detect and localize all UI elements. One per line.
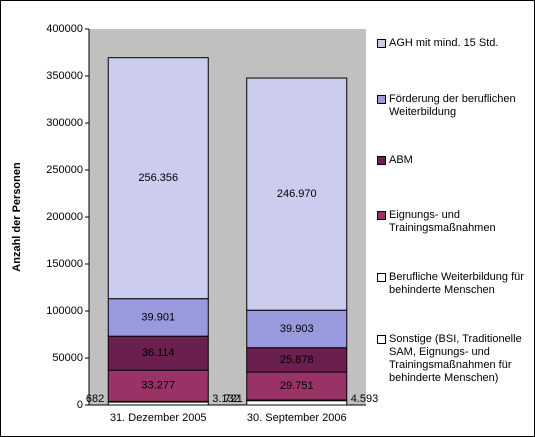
value-label: 36.114 — [142, 347, 175, 359]
value-label: 4.593 — [351, 393, 379, 405]
legend-swatch — [377, 95, 386, 104]
bar-segment — [107, 335, 209, 371]
y-tick-label: 300000 — [46, 117, 83, 129]
y-tick-label: 150000 — [46, 258, 83, 270]
value-label: 33.277 — [141, 380, 175, 392]
legend-swatch — [377, 211, 386, 220]
legend-label: Förderung der beruflichen Weiterbildung — [389, 93, 516, 118]
bar-segment — [107, 369, 209, 402]
y-tick-label: 100000 — [46, 305, 83, 317]
bar-segment — [246, 77, 348, 311]
legend-entry: Eignungs- und Trainingsmaßnahmen — [377, 209, 531, 235]
value-label: 256.356 — [138, 172, 178, 184]
value-label: 39.901 — [141, 311, 175, 323]
legend-swatch — [377, 156, 386, 165]
bar-segment — [246, 347, 348, 373]
legend-swatch — [377, 335, 386, 344]
legend-label: Sonstige (BSI, Traditionelle SAM, Eignun… — [389, 333, 522, 384]
y-tick-label: 0 — [77, 399, 83, 411]
bar-segment — [246, 371, 348, 401]
value-label: 246.970 — [277, 188, 317, 200]
y-tick-label: 200000 — [46, 211, 83, 223]
legend-label: Berufliche Weiterbildung für behinderte … — [389, 271, 524, 296]
legend-label: ABM — [389, 154, 413, 166]
legend-entry: Berufliche Weiterbildung für behinderte … — [377, 271, 531, 297]
value-label: 682 — [86, 393, 104, 405]
y-tick-label: 400000 — [46, 23, 83, 35]
value-label: 721 — [224, 393, 242, 405]
legend-label: Eignungs- und Trainingsmaßnahmen — [389, 209, 496, 234]
value-label: 39.903 — [280, 323, 314, 335]
y-axis-label: Anzahl der Personen — [11, 162, 23, 272]
bar-segment — [246, 400, 348, 406]
value-label: 3.132 — [212, 393, 240, 405]
x-tick-label: 31. Dezember 2005 — [110, 412, 207, 424]
legend-entry: Sonstige (BSI, Traditionelle SAM, Eignun… — [377, 333, 531, 385]
legend-swatch — [377, 39, 386, 48]
legend-label: AGH mit mind. 15 Std. — [389, 37, 499, 49]
x-tick-label: 30. September 2006 — [247, 412, 347, 424]
y-tick-label: 50000 — [52, 352, 83, 364]
value-label: 25.878 — [280, 354, 314, 366]
bar-segment — [107, 298, 209, 337]
y-tick-label: 250000 — [46, 164, 83, 176]
legend-entry: AGH mit mind. 15 Std. — [377, 37, 531, 50]
legend-entry: Förderung der beruflichen Weiterbildung — [377, 93, 531, 119]
bar-segment — [107, 57, 209, 300]
y-tick-label: 350000 — [46, 70, 83, 82]
legend-entry: ABM — [377, 154, 531, 167]
legend-swatch — [377, 273, 386, 282]
value-label: 29.751 — [280, 380, 314, 392]
bar-segment — [246, 309, 348, 349]
